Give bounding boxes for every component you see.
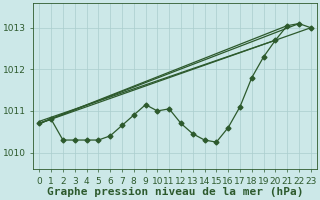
- X-axis label: Graphe pression niveau de la mer (hPa): Graphe pression niveau de la mer (hPa): [47, 187, 303, 197]
